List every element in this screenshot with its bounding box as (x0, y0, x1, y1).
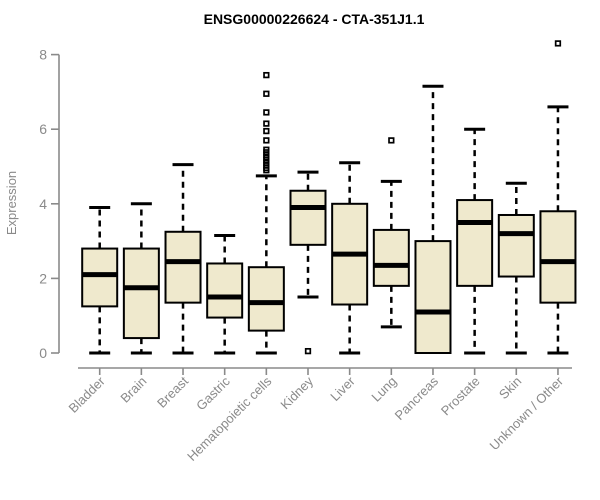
iqr-box (456, 199, 494, 287)
outlier-point (263, 109, 270, 116)
x-tick-label-kidney: Kidney (277, 373, 316, 412)
outlier-point (554, 40, 562, 47)
chart-title: ENSG00000226624 - CTA-351J1.1 (204, 11, 425, 27)
iqr-box (497, 213, 535, 278)
iqr-box (206, 262, 244, 319)
iqr-box (122, 247, 160, 340)
outlier-point (263, 167, 270, 174)
plot-area: 0 2 4 6 8 Bladder Brain Breast GastricHematopoie… (39, 40, 577, 464)
boxplot-skin (497, 181, 535, 355)
x-tick-label-breast: Breast (154, 373, 191, 410)
iqr-box (81, 247, 119, 308)
x-tick-label-pancreas: Pancreas (392, 373, 442, 423)
x-tick-label-skin: Skin (496, 374, 524, 402)
outlier-point (263, 120, 270, 127)
iqr-box (539, 210, 577, 304)
x-tick-label-lung: Lung (368, 374, 399, 405)
outlier-point (263, 90, 270, 97)
iqr-box (372, 228, 410, 287)
boxplot-bladder (81, 206, 119, 355)
x-tick-label-prostate: Prostate (438, 374, 483, 419)
iqr-box (289, 189, 327, 246)
y-tick-label: 2 (39, 270, 47, 286)
boxplot-breast (164, 163, 202, 355)
y-tick-label: 8 (39, 47, 47, 63)
outlier-point (263, 127, 270, 135)
outlier-point (304, 347, 312, 355)
outlier-point (263, 71, 270, 79)
y-tick-label: 0 (39, 345, 47, 361)
boxplot-unknown-other (539, 40, 577, 355)
iqr-box (414, 240, 452, 355)
boxplot-pancreas (414, 84, 452, 355)
x-tick-label-unknown-other: Unknown / Other (486, 373, 566, 453)
outlier-point (388, 137, 395, 144)
x-tick-label-brain: Brain (117, 374, 149, 406)
y-axis-label: Expression (4, 171, 19, 235)
boxplot-kidney (289, 170, 327, 355)
boxplot-brain (122, 202, 160, 355)
x-tick-label-gastric: Gastric (193, 373, 233, 413)
y-axis: 0 2 4 6 8 (39, 47, 60, 361)
boxplot-hematopoietic-cells (247, 71, 285, 355)
y-tick-label: 6 (39, 121, 47, 137)
x-tick-label-bladder: Bladder (66, 373, 109, 416)
boxplot-liver (331, 161, 369, 355)
y-tick-label: 4 (39, 196, 47, 212)
boxplot-prostate (456, 127, 494, 355)
boxplot-lung (372, 137, 410, 329)
boxplot-gastric (206, 234, 244, 355)
x-tick-label-liver: Liver (327, 373, 358, 404)
iqr-box (164, 230, 202, 304)
iqr-box (247, 266, 285, 332)
outlier-point (263, 137, 270, 144)
